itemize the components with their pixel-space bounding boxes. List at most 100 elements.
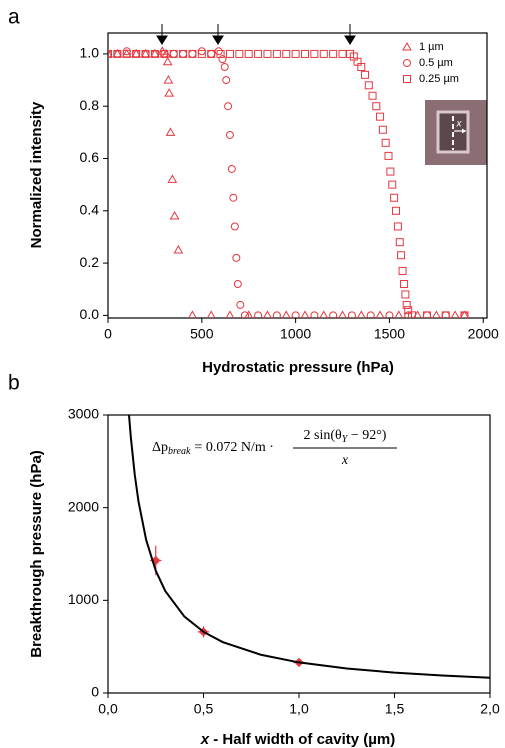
panel-label: b: [8, 372, 20, 395]
x-tick-label: 500: [190, 326, 214, 342]
x-tick-label: 0: [104, 326, 112, 342]
marker-circle: [310, 311, 319, 318]
marker-square: [169, 49, 178, 58]
eq-num: 2 sin(θY − 92°): [304, 428, 387, 445]
eq-num-end: − 92°): [347, 428, 386, 443]
marker-circle: [169, 49, 178, 58]
marker-square: [244, 49, 253, 58]
legend-marker: [402, 41, 412, 51]
x-tick-label: 0,0: [98, 701, 118, 717]
marker-square: [132, 49, 141, 58]
marker-triangle: [244, 310, 254, 318]
marker-square: [398, 266, 407, 275]
eq-sub: break: [168, 446, 191, 457]
x-axis-label: x - Half width of cavity (µm): [200, 731, 396, 748]
marker-circle: [232, 253, 241, 262]
marker-square: [122, 49, 131, 58]
marker-square: [402, 300, 411, 309]
eq-lhs: Δpbreak = 0.072 N/m ·: [152, 440, 274, 457]
arrows: [156, 24, 356, 45]
marker-circle: [222, 76, 231, 85]
marker-square: [291, 49, 300, 58]
marker-circle: [230, 222, 239, 231]
eq-lhs-main: Δp: [152, 440, 168, 455]
marker-square: [372, 102, 381, 111]
y-tick-label: 0.2: [80, 254, 100, 270]
marker-triangle: [281, 310, 291, 318]
marker-circle: [385, 311, 394, 318]
y-tick-label: 0.6: [80, 149, 100, 165]
marker-circle: [229, 193, 238, 202]
marker-circle: [291, 311, 300, 318]
x-tick-label: 0,5: [194, 701, 214, 717]
marker-triangle: [431, 310, 441, 318]
marker-triangle: [164, 88, 175, 97]
x-axis-label: Hydrostatic pressure (hPa): [202, 359, 394, 376]
marker-triangle: [163, 75, 174, 84]
legend-marker: [403, 75, 411, 83]
marker-circle: [122, 47, 131, 56]
marker-square: [338, 49, 347, 58]
marker-square: [310, 49, 319, 58]
plot: [128, 415, 490, 679]
marker-square: [216, 49, 225, 58]
x-tick-label: 2000: [468, 326, 499, 342]
y-tick-label: 2000: [68, 498, 99, 514]
marker-circle: [225, 130, 234, 139]
marker-square: [301, 49, 310, 58]
marker-square: [160, 49, 169, 58]
legend-label: 0.25 µm: [419, 73, 459, 85]
marker-triangle: [300, 310, 310, 318]
marker-triangle: [140, 48, 151, 58]
marker-square: [254, 49, 263, 58]
marker-triangle: [165, 127, 176, 136]
x-tick-label: 1,5: [385, 701, 405, 717]
marker-square: [388, 180, 397, 189]
marker-triangle: [460, 310, 469, 318]
marker-square: [400, 280, 409, 289]
marker-square: [263, 49, 272, 58]
marker-square: [235, 49, 244, 58]
y-tick-label: 0.8: [80, 97, 100, 113]
marker-triangle: [162, 56, 173, 66]
marker-square: [282, 49, 291, 58]
y-tick-label: 1.0: [80, 45, 100, 61]
legend-label: 0.5 µm: [419, 57, 453, 69]
marker-triangle: [319, 310, 329, 318]
marker-square: [381, 138, 390, 147]
marker-triangle: [356, 310, 366, 318]
marker-square: [386, 167, 395, 176]
marker-triangle: [394, 310, 404, 318]
y-tick-label: 0.4: [80, 202, 100, 218]
marker-triangle: [413, 310, 422, 318]
eq-num-a: 2 sin(θ: [304, 428, 343, 443]
marker-triangle: [263, 310, 272, 318]
marker-square: [197, 49, 206, 58]
marker-square: [361, 70, 370, 79]
marker-square: [460, 311, 469, 318]
y-tick-label: 1000: [68, 591, 99, 607]
eq-num-sub: Y: [342, 434, 349, 445]
marker-circle: [329, 311, 338, 318]
marker-square: [141, 49, 150, 58]
marker-triangle: [121, 48, 132, 58]
marker-square: [329, 49, 338, 58]
marker-triangle: [338, 310, 347, 318]
marker-square: [407, 311, 416, 318]
legend-label: 1 µm: [419, 41, 444, 53]
eq-mid: = 0.072 N/m ·: [194, 440, 273, 455]
marker-circle: [224, 102, 233, 111]
marker-triangle: [375, 310, 385, 318]
marker-square: [179, 49, 188, 58]
inset-label: x: [456, 119, 463, 130]
y-axis-label: Breakthrough pressure (hPa): [28, 450, 45, 658]
marker-square: [376, 112, 385, 121]
marker-triangle: [188, 310, 197, 318]
y-tick-label: 0.0: [80, 306, 100, 322]
marker-square: [378, 125, 387, 134]
marker-square: [368, 91, 377, 100]
x-tick-label: 1,0: [289, 701, 309, 717]
x-axis-text: - Half width of cavity (µm): [209, 731, 395, 748]
marker-triangle: [112, 48, 123, 58]
